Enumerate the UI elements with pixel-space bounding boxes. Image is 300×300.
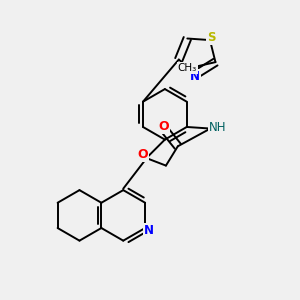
Text: NH: NH [208,122,226,134]
Text: O: O [158,121,169,134]
Text: CH₃: CH₃ [178,63,197,73]
Text: N: N [190,70,200,83]
Text: S: S [207,31,216,44]
Text: O: O [138,148,148,161]
Text: N: N [144,224,154,237]
